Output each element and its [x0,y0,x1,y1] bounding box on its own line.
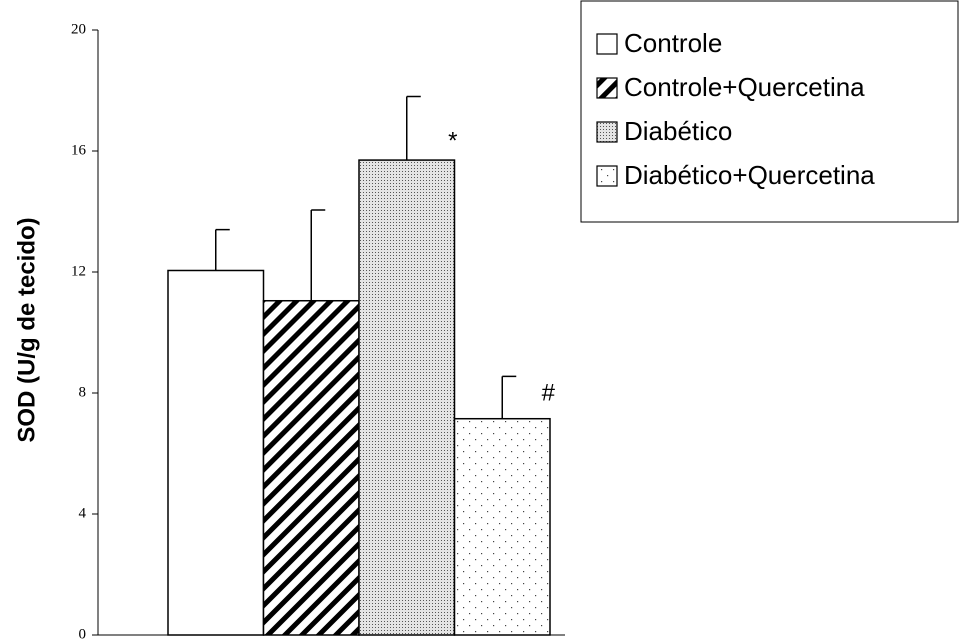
y-tick-label: 20 [71,21,86,37]
y-tick-label: 0 [79,626,87,642]
error-bar [406,95,421,161]
error-bar [501,375,517,419]
y-tick-label: 12 [71,263,86,279]
error-bar [215,228,230,271]
annotation: * [448,127,457,154]
legend-swatch [596,77,618,99]
legend-swatch [596,121,618,143]
legend-label: Controle+Quercetina [624,72,865,102]
y-tick-label: 4 [79,505,87,521]
bar [358,159,456,636]
y-axis-label: SOD (U/g de tecido) [13,217,40,442]
legend-label: Controle [624,28,722,58]
y-tick-label: 8 [79,384,87,400]
legend-box [580,0,959,223]
y-tick-label: 16 [71,142,87,158]
legend-label: Diabético+Quercetina [624,160,875,190]
bar [167,269,265,636]
legend-label: Diabético [624,116,732,146]
annotation: # [542,380,556,407]
bar [453,417,551,636]
legend-swatch [596,33,618,55]
error-bar [310,209,326,301]
legend-swatch [596,165,618,187]
bar [262,299,360,636]
